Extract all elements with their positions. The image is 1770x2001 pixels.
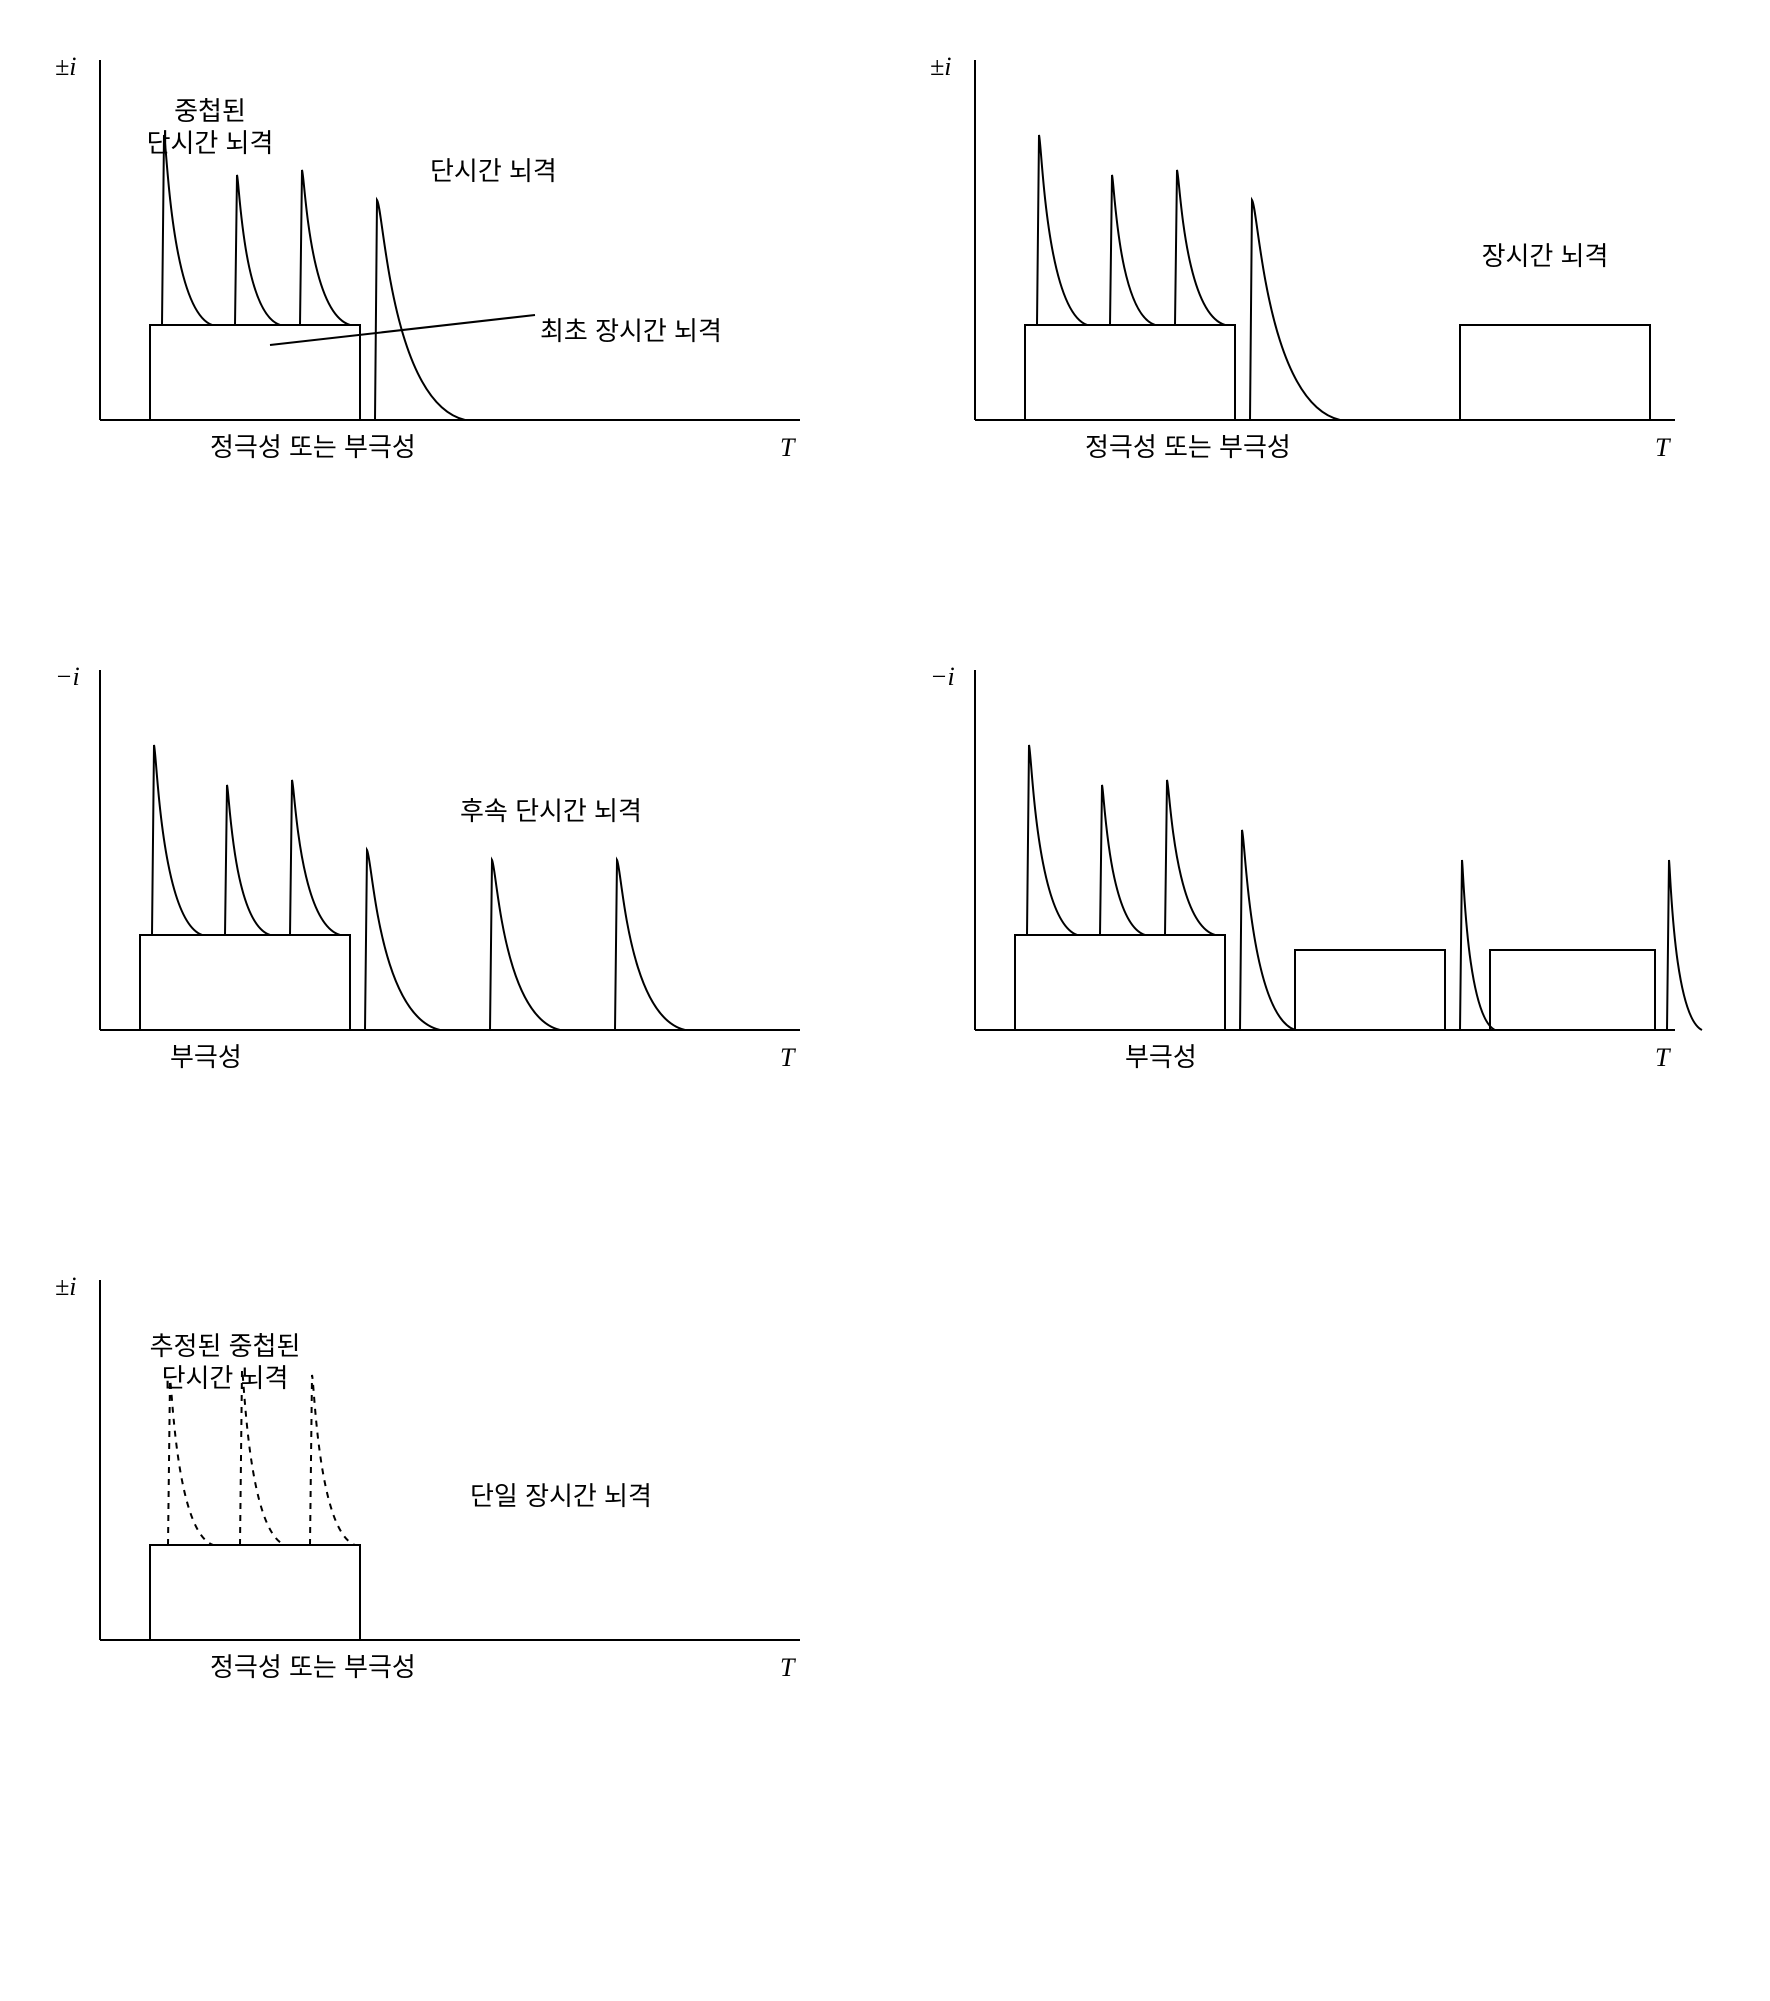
- spike-1: [235, 175, 280, 325]
- annotation-1-0: 단일 장시간 뇌격: [470, 1481, 652, 1511]
- polarity-label: 부극성: [170, 1042, 242, 1072]
- long-pulse-2: [1490, 950, 1655, 1030]
- y-axis-label: ±i: [55, 52, 77, 81]
- panel-svg: −i T 후속 단시간 뇌격부극성: [40, 650, 840, 1140]
- long-pulse-0: [1025, 325, 1235, 420]
- spike-1: [240, 1370, 285, 1545]
- annotation-2-0: 최초 장시간 뇌격: [540, 316, 722, 346]
- spike-2: [1175, 170, 1225, 325]
- panel-svg: ±i T 추정된 중첩된단시간 뇌격단일 장시간 뇌격정극성 또는 부극성: [40, 1260, 840, 1750]
- y-axis-label: ±i: [55, 1272, 77, 1301]
- spike-0: [1027, 745, 1077, 935]
- annotation-0-0: 중첩된: [174, 96, 246, 126]
- spike-2: [310, 1375, 355, 1545]
- spike-0: [162, 135, 212, 325]
- panel-p4: −i T 부극성: [915, 650, 1730, 1140]
- spike-4: [490, 860, 560, 1030]
- polarity-label: 정극성 또는 부극성: [210, 1652, 416, 1682]
- spike-3: [1250, 200, 1340, 420]
- leader-line-0: [270, 315, 535, 345]
- spike-2: [1165, 780, 1215, 935]
- polarity-label: 부극성: [1125, 1042, 1197, 1072]
- y-axis-label: ±i: [930, 52, 952, 81]
- long-pulse-0: [1015, 935, 1225, 1030]
- annotation-0-0: 장시간 뇌격: [1482, 241, 1609, 271]
- spike-5: [615, 860, 685, 1030]
- panel-p5: ±i T 추정된 중첩된단시간 뇌격단일 장시간 뇌격정극성 또는 부극성: [40, 1260, 855, 1750]
- annotation-1-0: 단시간 뇌격: [430, 156, 557, 186]
- long-pulse-1: [1295, 950, 1445, 1030]
- annotation-0-0: 추정된 중첩된: [150, 1331, 301, 1361]
- annotation-0-1: 단시간 뇌격: [147, 128, 274, 158]
- y-axis-label: −i: [930, 662, 955, 691]
- polarity-label: 정극성 또는 부극성: [210, 432, 416, 462]
- spike-1: [225, 785, 270, 935]
- spike-0: [1037, 135, 1087, 325]
- long-pulse-0: [150, 1545, 360, 1640]
- annotation-0-1: 단시간 뇌격: [162, 1363, 289, 1393]
- spike-2: [290, 780, 340, 935]
- panel-svg: −i T 부극성: [915, 650, 1715, 1140]
- x-axis-label: T: [780, 1653, 796, 1682]
- panel-svg: ±iT중첩된단시간 뇌격단시간 뇌격최초 장시간 뇌격정극성 또는 부극성: [40, 40, 840, 530]
- x-axis-label: T: [1655, 433, 1671, 462]
- y-axis-label: −i: [55, 662, 80, 691]
- spike-3: [365, 850, 440, 1030]
- spike-0: [168, 1380, 213, 1545]
- x-axis-label: T: [780, 433, 796, 462]
- spike-3: [375, 200, 465, 420]
- spike-1: [1110, 175, 1155, 325]
- annotation-0-0: 후속 단시간 뇌격: [460, 796, 642, 826]
- spike-0: [152, 745, 202, 935]
- panel-p3: −i T 후속 단시간 뇌격부극성: [40, 650, 855, 1140]
- panel-p2: ±i T 장시간 뇌격정극성 또는 부극성: [915, 40, 1730, 530]
- spike-1: [1100, 785, 1145, 935]
- spike-3: [1240, 830, 1295, 1030]
- panel-p1: ±iT중첩된단시간 뇌격단시간 뇌격최초 장시간 뇌격정극성 또는 부극성: [40, 40, 855, 530]
- spike-5: [1667, 860, 1702, 1030]
- x-axis-label: T: [780, 1043, 796, 1072]
- spike-2: [300, 170, 350, 325]
- panel-svg: ±i T 장시간 뇌격정극성 또는 부극성: [915, 40, 1715, 530]
- polarity-label: 정극성 또는 부극성: [1085, 432, 1291, 462]
- x-axis-label: T: [1655, 1043, 1671, 1072]
- long-pulse-1: [1460, 325, 1650, 420]
- long-pulse-0: [140, 935, 350, 1030]
